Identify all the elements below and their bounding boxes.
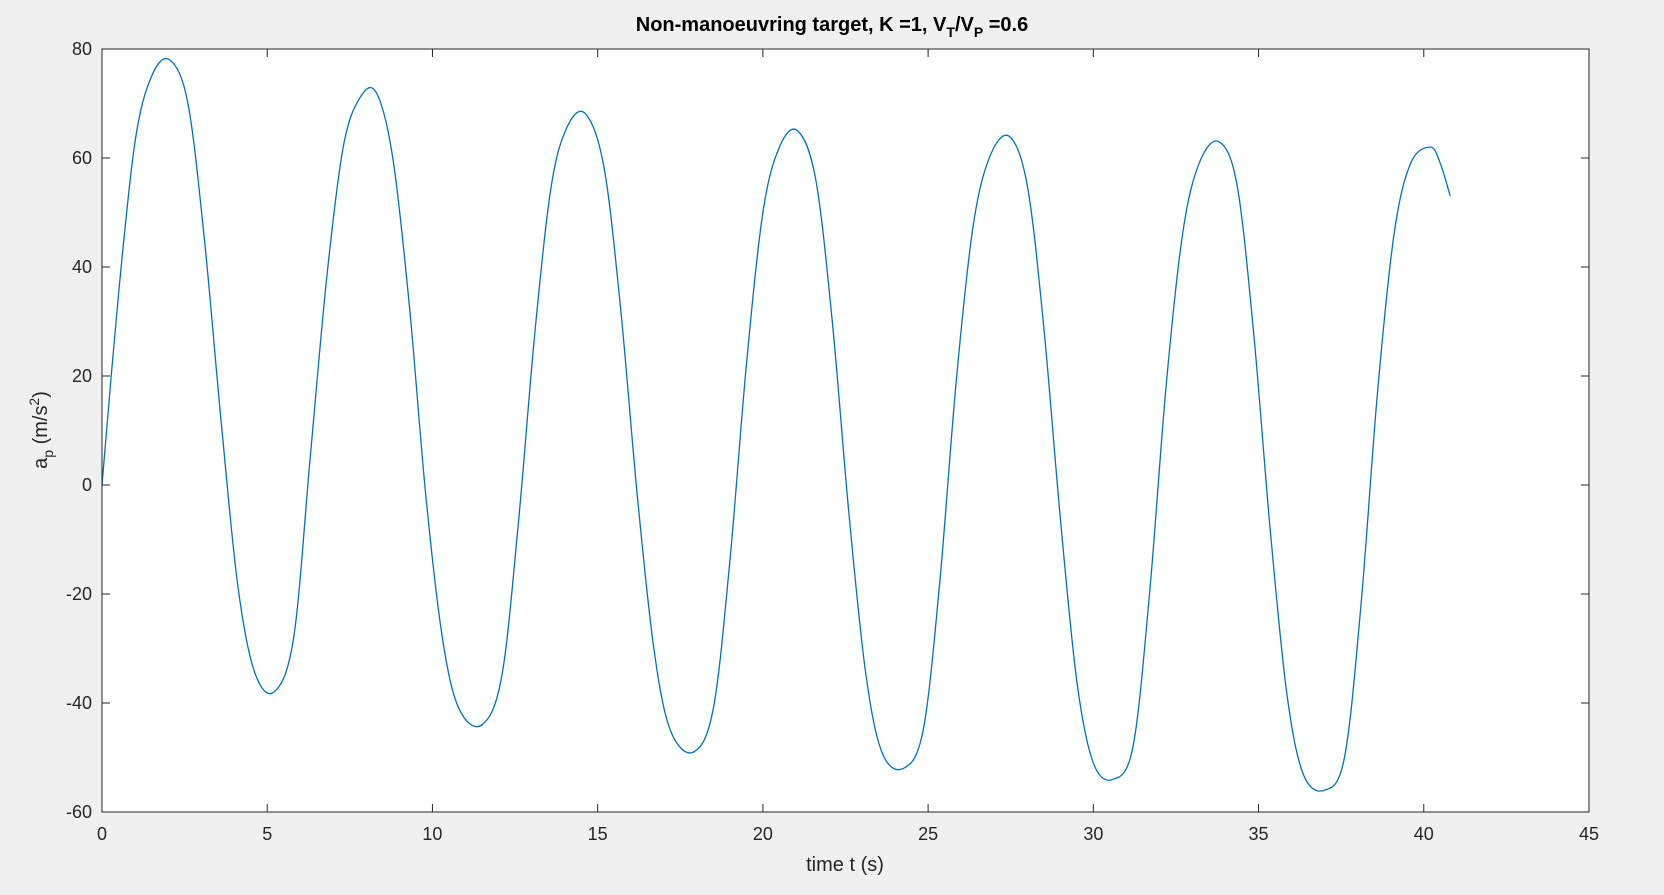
- axes-box: [101, 48, 1590, 813]
- y-axis-label: ap (m/s2): [26, 391, 56, 469]
- x-tick-label: 5: [262, 824, 272, 844]
- x-axis-label: time t (s): [806, 854, 884, 876]
- x-tick-label: 10: [422, 824, 442, 844]
- x-tick-label: 45: [1579, 824, 1599, 844]
- y-tick-label: 60: [72, 148, 92, 168]
- y-tick-label: 0: [82, 475, 92, 495]
- y-tick-label: -60: [66, 802, 92, 822]
- x-tick-label: 20: [753, 824, 773, 844]
- x-tick-label: 0: [97, 824, 107, 844]
- x-tick-label: 15: [588, 824, 608, 844]
- x-tick-label: 30: [1083, 824, 1103, 844]
- y-tick-label: -20: [66, 584, 92, 604]
- series-line-0: [101, 57, 1451, 792]
- tick-layer: 0 5 10 15 20 25 30 35 40 45 -60 -40 -20 0 20 40 60 80: [66, 39, 1599, 844]
- x-tick-label: 35: [1249, 824, 1269, 844]
- y-tick-label: -40: [66, 693, 92, 713]
- y-tick-label: 40: [72, 257, 92, 277]
- y-tick-label: 80: [72, 39, 92, 59]
- data-layer: [101, 57, 1451, 792]
- x-tick-label: 40: [1414, 824, 1434, 844]
- x-tick-label: 25: [918, 824, 938, 844]
- plot-area: [102, 49, 1589, 812]
- y-tick-label: 20: [72, 366, 92, 386]
- chart-title: Non-manoeuvring target, K =1, VT/VP =0.6: [636, 14, 1028, 40]
